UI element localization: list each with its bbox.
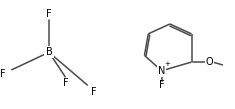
- Text: B: B: [46, 47, 52, 57]
- Text: F: F: [91, 87, 97, 97]
- Text: N: N: [158, 66, 165, 76]
- Text: O: O: [206, 57, 213, 67]
- Text: F: F: [46, 9, 52, 19]
- Text: +: +: [164, 61, 170, 67]
- Text: F: F: [159, 80, 164, 90]
- Text: F: F: [0, 69, 6, 79]
- Text: F: F: [63, 78, 69, 88]
